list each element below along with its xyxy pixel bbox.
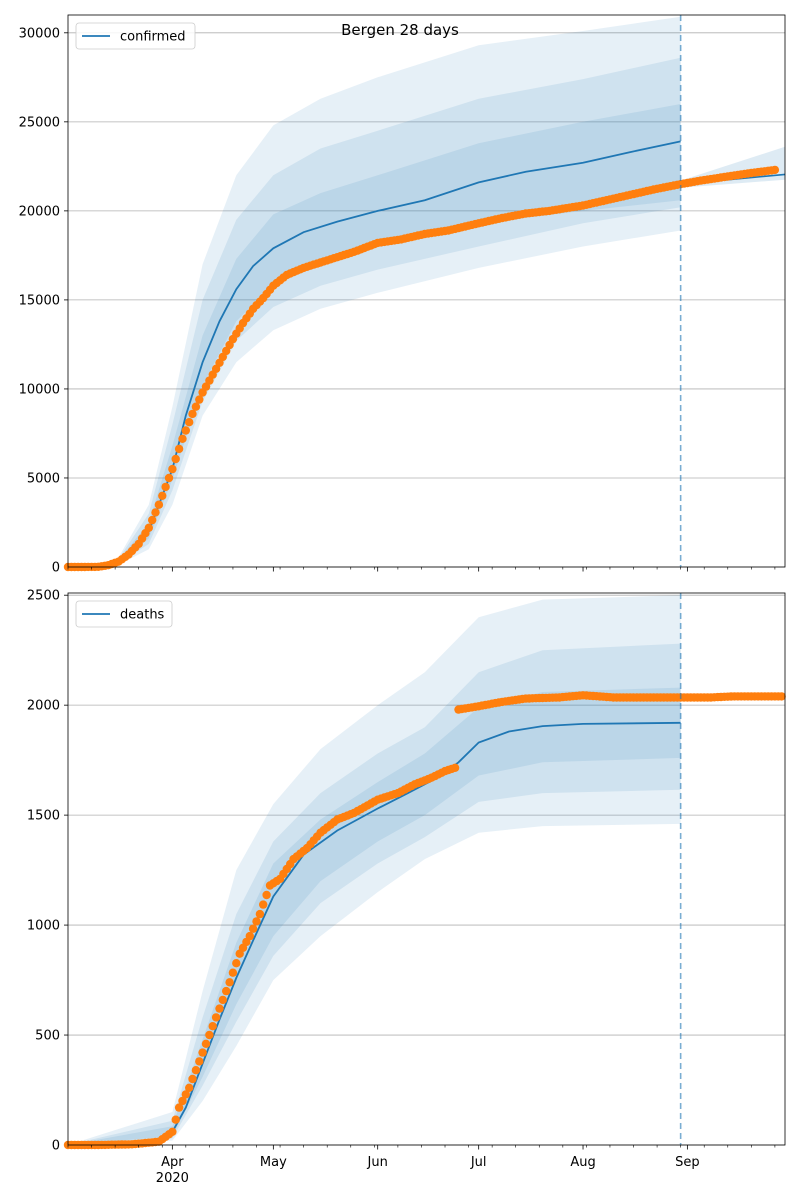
observed-point bbox=[252, 917, 261, 926]
x-tick-label: Aug bbox=[570, 1155, 595, 1170]
uncertainty-band-3 bbox=[68, 104, 681, 567]
y-tick-label: 25000 bbox=[19, 115, 60, 130]
y-tick-label: 500 bbox=[35, 1029, 60, 1044]
observed-point bbox=[164, 473, 174, 483]
y-tick-label: 2000 bbox=[27, 699, 60, 714]
observed-point bbox=[168, 464, 177, 474]
y-tick-label: 10000 bbox=[19, 382, 60, 397]
observed-point bbox=[215, 1004, 224, 1013]
observed-point bbox=[195, 395, 204, 404]
observed-point bbox=[161, 482, 170, 492]
observed-point bbox=[174, 1103, 184, 1112]
uncertainty-band-3 bbox=[68, 687, 681, 1145]
observed-point bbox=[188, 1074, 197, 1084]
observed-point bbox=[201, 1039, 211, 1049]
observed-point bbox=[245, 931, 254, 941]
uncertainty-band-2 bbox=[68, 57, 681, 567]
y-tick-label: 5000 bbox=[27, 471, 60, 486]
uncertainty-band-2 bbox=[68, 643, 681, 1145]
legend-label: confirmed bbox=[120, 30, 186, 45]
y-tick-label: 15000 bbox=[19, 293, 60, 308]
panel-confirmed: 0 5000 10000 15000 20000 25000 30000 confirmed bbox=[19, 14, 786, 576]
observed-point bbox=[181, 1090, 190, 1099]
legend-label: deaths bbox=[120, 608, 165, 623]
observed-point bbox=[178, 434, 187, 443]
uncertainty-band-1 bbox=[68, 16, 681, 568]
observed-point bbox=[208, 1021, 217, 1031]
observed-point bbox=[228, 968, 238, 977]
observed-point bbox=[151, 508, 160, 517]
observed-point bbox=[185, 418, 194, 427]
observed-point bbox=[770, 165, 780, 175]
observed-point bbox=[185, 1083, 194, 1093]
y-tick-label: 0 bbox=[52, 1139, 60, 1154]
axes-frame bbox=[67, 14, 786, 568]
observed-point bbox=[205, 1030, 214, 1040]
observed-point bbox=[158, 491, 167, 500]
observed-point bbox=[259, 900, 268, 909]
observed-point bbox=[232, 959, 241, 968]
x-tick-label: May bbox=[260, 1155, 287, 1170]
observed-point bbox=[178, 1096, 187, 1106]
observed-point bbox=[262, 890, 271, 900]
x-tick-sublabel: 2020 bbox=[156, 1171, 189, 1186]
observed-point bbox=[248, 924, 258, 933]
x-tick-label: Jul bbox=[470, 1155, 487, 1170]
x-tick-label: Apr bbox=[161, 1155, 184, 1170]
observed-point bbox=[191, 402, 201, 411]
y-tick-label: 1000 bbox=[27, 919, 60, 934]
observed-point bbox=[171, 454, 180, 464]
observed-point bbox=[195, 1057, 204, 1066]
x-tick-label: Sep bbox=[675, 1155, 700, 1170]
observed-point bbox=[174, 444, 184, 454]
y-tick-label: 0 bbox=[52, 561, 60, 576]
observed-point bbox=[191, 1066, 201, 1075]
observed-point bbox=[148, 515, 157, 525]
observed-point bbox=[168, 1127, 177, 1137]
observed-point bbox=[225, 978, 234, 987]
observed-point bbox=[188, 409, 197, 419]
legend-box bbox=[75, 22, 196, 50]
observed-point bbox=[154, 500, 164, 509]
figure-title: Bergen 28 days bbox=[341, 21, 459, 39]
observed-point bbox=[450, 763, 460, 772]
y-tick-label: 1500 bbox=[27, 809, 60, 824]
observed-point bbox=[222, 986, 231, 996]
legend-box bbox=[75, 600, 173, 628]
observed-point bbox=[198, 1048, 207, 1057]
y-tick-label: 20000 bbox=[19, 204, 60, 219]
observed-point bbox=[181, 426, 190, 435]
axes-frame bbox=[67, 592, 786, 1146]
observed-point bbox=[218, 995, 227, 1005]
x-tick-label: Jun bbox=[367, 1155, 388, 1170]
y-tick-label: 2500 bbox=[27, 589, 60, 604]
observed-point bbox=[777, 692, 786, 701]
observed-point bbox=[255, 909, 265, 919]
observed-point bbox=[171, 1115, 180, 1124]
y-tick-label: 30000 bbox=[19, 26, 60, 41]
observed-point bbox=[211, 1013, 221, 1022]
observed-point bbox=[144, 523, 153, 532]
